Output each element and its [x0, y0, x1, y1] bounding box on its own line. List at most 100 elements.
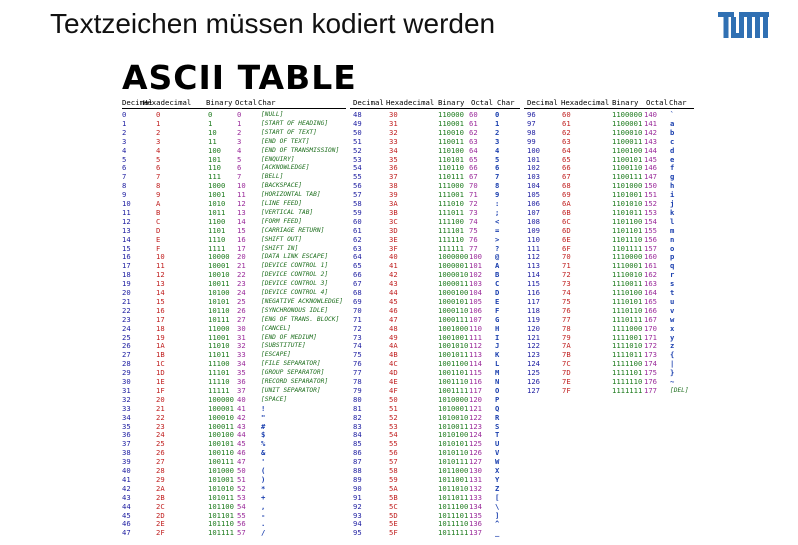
cell-octal: 133: [469, 492, 482, 502]
cell-decimal: 79: [353, 385, 362, 395]
table-row: 95 5F 1011111 137 _: [350, 528, 520, 537]
cell-hex: 2C: [156, 501, 165, 511]
cell-octal: 73: [469, 207, 478, 217]
cell-decimal: 120: [527, 323, 540, 333]
cell-decimal: 107: [527, 207, 540, 217]
cell-char: \: [495, 501, 500, 511]
cell-hex: 33: [389, 136, 398, 146]
cell-char: [END OF TRANSMISSION]: [261, 146, 340, 154]
cell-hex: 20: [156, 394, 165, 404]
cell-decimal: 63: [353, 243, 362, 253]
header-binary: Binary: [206, 98, 233, 107]
cell-hex: 15: [156, 296, 165, 306]
cell-octal: 64: [469, 145, 478, 155]
cell-binary: 1000111: [438, 314, 469, 324]
cell-hex: 47: [389, 314, 398, 324]
cell-hex: 75: [562, 296, 571, 306]
cell-hex: 49: [389, 332, 398, 342]
cell-octal: 16: [237, 234, 246, 244]
cell-binary: 110011: [438, 136, 464, 146]
cell-char: (: [261, 466, 266, 475]
cell-octal: 154: [644, 216, 657, 226]
cell-char: 5: [495, 154, 500, 164]
cell-decimal: 77: [353, 368, 362, 378]
cell-decimal: 119: [527, 314, 540, 324]
cell-hex: 2A: [156, 483, 165, 493]
cell-char: N: [495, 377, 500, 386]
cell-decimal: 18: [122, 270, 131, 280]
cell-binary: 1011000: [438, 466, 469, 475]
table-row: 16 10 10000 20 [DATA LINK ESCAPE]: [122, 252, 346, 261]
cell-char: @: [495, 252, 500, 262]
table-row: 14 E 1110 16 [SHIFT OUT]: [122, 235, 346, 244]
cell-decimal: 7: [122, 172, 127, 182]
cell-hex: 18: [156, 323, 165, 333]
cell-char: [DEVICE CONTROL 3]: [261, 280, 329, 288]
cell-decimal: 67: [353, 279, 362, 289]
cell-hex: 35: [389, 154, 398, 164]
cell-hex: 6D: [562, 225, 571, 235]
table-row: 106 6A 1101010 152 j: [524, 199, 694, 208]
cell-binary: 1110: [208, 234, 226, 244]
table-row: 38 26 100110 46 &: [122, 448, 346, 457]
cell-hex: 37: [389, 172, 398, 182]
cell-binary: 1000100: [438, 288, 469, 297]
cell-octal: 142: [644, 127, 657, 137]
cell-char: m: [670, 225, 675, 235]
cell-char: W: [495, 457, 500, 467]
header-hex: Hexadecimal: [143, 98, 192, 107]
cell-hex: 7F: [562, 385, 571, 395]
cell-binary: 1110101: [612, 296, 643, 306]
cell-hex: 42: [389, 270, 398, 280]
cell-binary: 1010001: [438, 403, 469, 413]
cell-octal: 27: [237, 314, 246, 324]
table-row: 36 24 100100 44 $: [122, 430, 346, 439]
cell-hex: 38: [389, 181, 398, 191]
cell-decimal: 75: [353, 350, 362, 360]
cell-hex: 3E: [389, 234, 398, 244]
table-row: 32 20 100000 40 [SPACE]: [122, 395, 346, 404]
cell-decimal: 25: [122, 332, 131, 342]
cell-hex: 71: [562, 261, 571, 271]
cell-binary: 1001000: [438, 323, 469, 333]
cell-char: t: [670, 288, 675, 297]
header-decimal: Decimal: [353, 98, 384, 107]
cell-hex: 2F: [156, 528, 165, 538]
table-row: 19 13 10011 23 [DEVICE CONTROL 3]: [122, 279, 346, 288]
cell-hex: 2D: [156, 510, 165, 520]
cell-char: $: [261, 430, 266, 440]
header-divider: [350, 108, 520, 109]
cell-hex: 66: [562, 163, 571, 173]
cell-octal: 30: [237, 323, 246, 333]
cell-octal: 72: [469, 199, 478, 208]
cell-octal: 13: [237, 207, 246, 217]
cell-octal: 10: [237, 181, 246, 191]
cell-binary: 1111100: [612, 359, 643, 369]
cell-binary: 1101: [208, 225, 226, 235]
cell-hex: 1E: [156, 377, 165, 386]
cell-octal: 145: [644, 154, 657, 164]
cell-decimal: 122: [527, 341, 540, 351]
cell-char: [START OF TEXT]: [261, 128, 317, 136]
table-row: 105 69 1101001 151 i: [524, 190, 694, 199]
cell-char: [SHIFT OUT]: [261, 235, 302, 243]
cell-octal: 1: [237, 118, 242, 128]
cell-octal: 74: [469, 216, 478, 226]
cell-hex: 5D: [389, 510, 398, 520]
cell-binary: 101011: [208, 492, 234, 502]
cell-decimal: 117: [527, 296, 540, 306]
cell-binary: 1101111: [612, 243, 643, 253]
cell-char: >: [495, 234, 500, 244]
cell-hex: 13: [156, 279, 165, 289]
cell-hex: 70: [562, 252, 571, 262]
cell-decimal: 95: [353, 528, 362, 538]
cell-octal: 135: [469, 510, 482, 520]
cell-hex: 64: [562, 145, 571, 155]
cell-decimal: 64: [353, 252, 362, 262]
cell-char: 2: [495, 127, 500, 137]
table-row: 81 51 1010001 121 Q: [350, 404, 520, 413]
cell-octal: 45: [237, 439, 246, 449]
cell-binary: 10111: [208, 314, 230, 324]
table-row: 57 39 111001 71 9: [350, 190, 520, 199]
cell-decimal: 19: [122, 279, 131, 289]
